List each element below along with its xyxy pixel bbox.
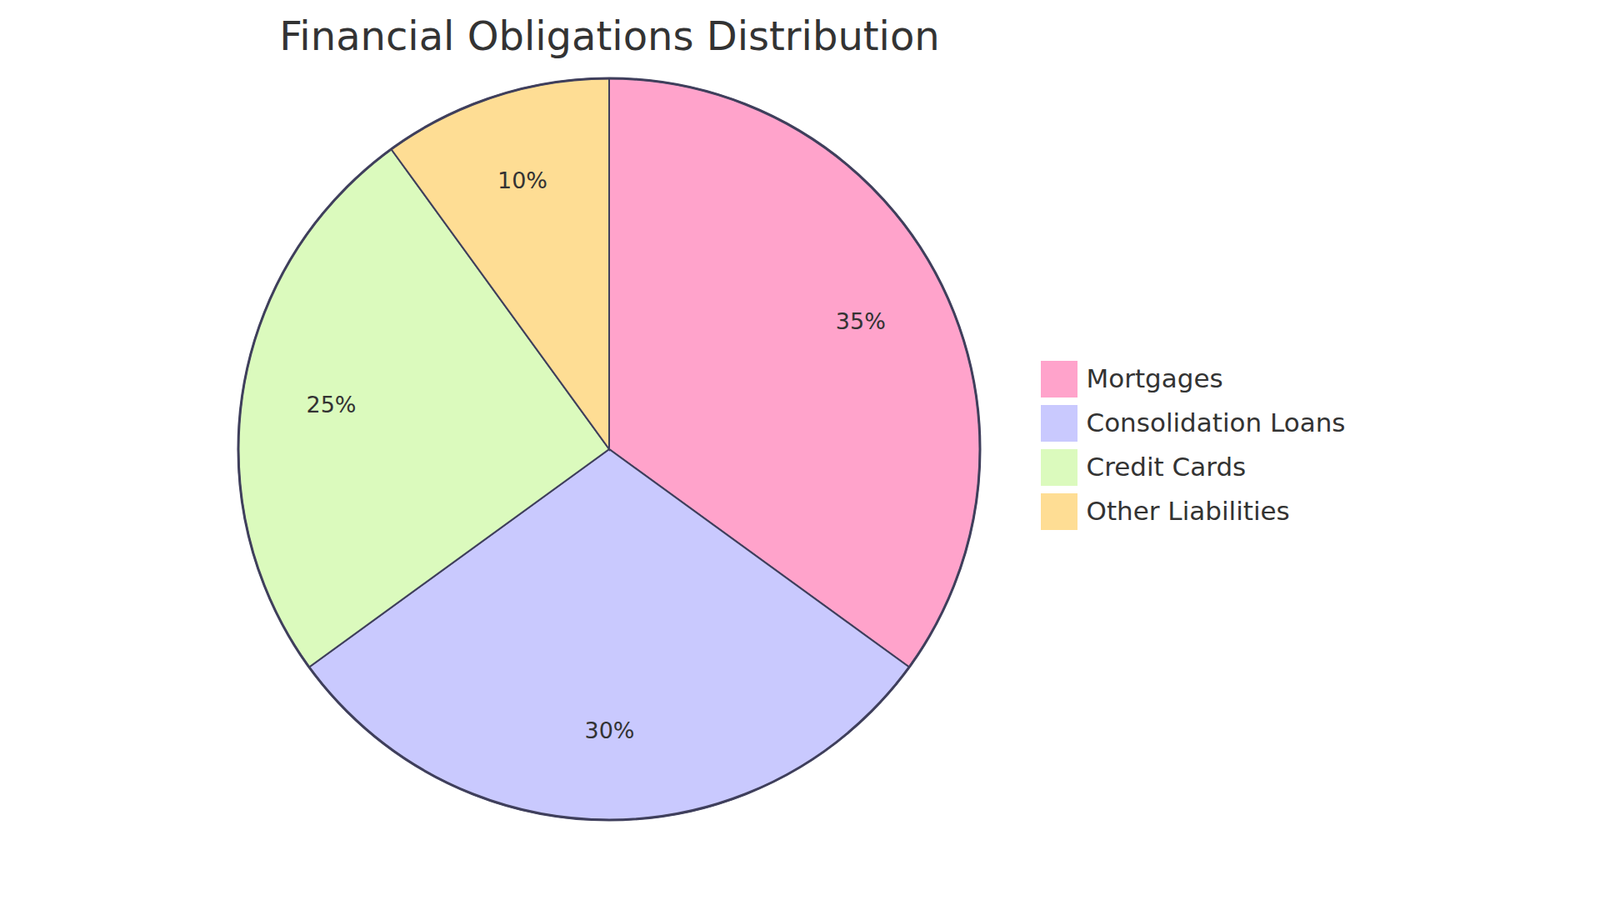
svg-text:Mortgages: Mortgages xyxy=(1086,363,1224,394)
svg-text:35%: 35% xyxy=(835,308,886,335)
svg-text:Credit Cards: Credit Cards xyxy=(1086,451,1247,482)
svg-text:Financial Obligations Distribu: Financial Obligations Distribution xyxy=(279,12,940,60)
svg-text:Consolidation Loans: Consolidation Loans xyxy=(1086,407,1346,438)
svg-text:10%: 10% xyxy=(497,167,548,194)
svg-text:30%: 30% xyxy=(584,717,635,744)
svg-text:25%: 25% xyxy=(305,391,356,418)
svg-text:Other Liabilities: Other Liabilities xyxy=(1086,495,1290,526)
